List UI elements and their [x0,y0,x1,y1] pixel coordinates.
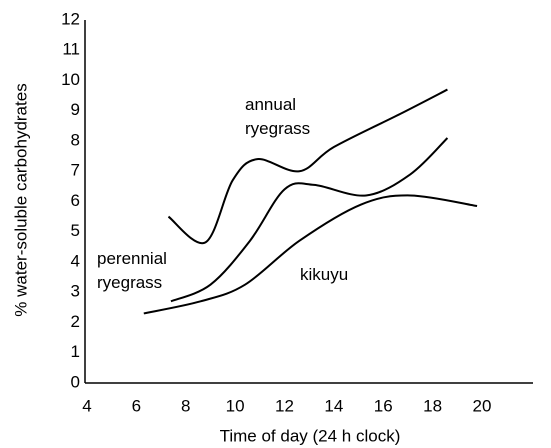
series-line [170,137,449,303]
y-tick-label: 5 [71,221,80,240]
x-axis-title: Time of day (24 h clock) [220,426,401,445]
y-tick-label: 9 [71,100,80,119]
y-axis-title: % water-soluble carbohydrates [11,83,30,316]
x-tick-label: 8 [181,396,190,415]
series-label: perennial ryegrass [97,249,167,292]
series-label: annual ryegrass [245,95,311,138]
x-tick-label: 12 [275,396,294,415]
y-tick-label: 8 [71,130,80,149]
y-tick-label: 7 [71,161,80,180]
x-tick-label: 10 [226,396,245,415]
y-tick-label: 10 [61,70,80,89]
x-tick-label: 20 [473,396,492,415]
series-label: kikuyu [300,265,349,284]
y-tick-label: 6 [71,191,80,210]
y-tick-label: 11 [62,40,80,59]
x-tick-label: 18 [423,396,442,415]
y-tick-label: 1 [71,342,80,361]
series-line [143,194,478,315]
x-tick-label: 4 [82,396,91,415]
x-tick-label: 16 [374,396,393,415]
y-tick-label: 0 [71,372,80,391]
y-tick-label: 12 [61,9,80,28]
y-tick-label: 4 [71,251,80,270]
x-tick-label: 14 [324,396,343,415]
y-tick-label: 3 [71,282,80,301]
x-tick-label: 6 [132,396,141,415]
y-tick-label: 2 [71,312,80,331]
series-line [167,88,448,245]
